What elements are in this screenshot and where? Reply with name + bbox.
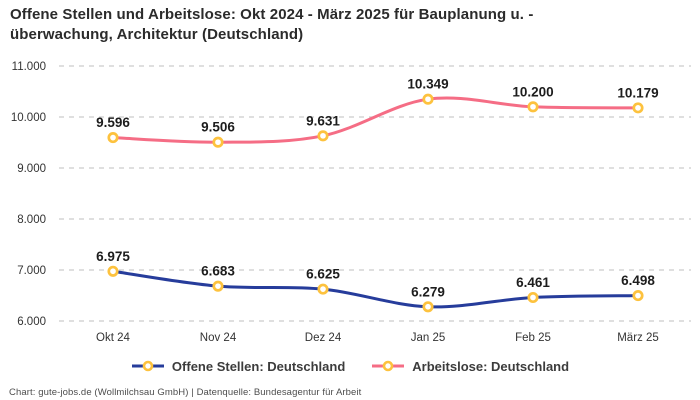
data-point-label: 10.200: [512, 84, 553, 99]
attribution-footer: Chart: gute-jobs.de (Wollmilchsau GmbH) …: [9, 387, 362, 398]
y-tick-label: 11.000: [12, 61, 46, 73]
series-line: [111, 269, 640, 309]
x-tick-label: Jan 25: [411, 332, 446, 344]
series-offene-stellen: 6.975 6.683 6.625 6.279 6.461 6.498: [96, 249, 655, 313]
data-point-marker[interactable]: [317, 283, 329, 295]
data-point-marker[interactable]: [107, 132, 119, 144]
data-point-marker[interactable]: [422, 93, 434, 105]
data-point-label: 10.349: [407, 77, 448, 92]
chart-title-line-1: Offene Stellen und Arbeitslose: Okt 2024…: [10, 6, 534, 23]
data-point-marker[interactable]: [422, 301, 434, 313]
y-axis-grid: 6.000 7.000 8.000 9.000 10.000 11.000: [11, 61, 691, 328]
y-tick-label: 8.000: [17, 214, 46, 226]
data-point-label: 9.506: [201, 120, 235, 135]
data-point-marker[interactable]: [632, 102, 644, 114]
x-axis-labels: Okt 24 Nov 24 Dez 24 Jan 25 Feb 25 März 25: [96, 332, 659, 344]
data-point-marker[interactable]: [317, 130, 329, 142]
data-point-label: 6.625: [306, 267, 340, 282]
x-tick-label: Dez 24: [305, 332, 342, 344]
legend-label-offene-stellen: Offene Stellen: Deutschland: [171, 358, 346, 374]
data-point-marker[interactable]: [212, 136, 224, 148]
x-tick-label: Feb 25: [515, 332, 551, 344]
line-chart-plot: 6.000 7.000 8.000 9.000 10.000 11.000 Okt 24 No…: [11, 61, 691, 344]
data-point-marker[interactable]: [212, 280, 224, 292]
series-arbeitslose: 9.596 9.506 9.631 10.349 10.200 10.179: [96, 77, 659, 148]
legend-label-arbeitslose: Arbeitslose: Deutschland: [412, 358, 570, 374]
data-point-marker[interactable]: [632, 290, 644, 302]
line-with-marker-icon: [372, 360, 405, 372]
y-tick-label: 10.000: [11, 112, 46, 124]
data-point-label: 9.596: [96, 115, 130, 130]
data-point-label: 6.498: [621, 273, 655, 288]
y-tick-label: 7.000: [17, 265, 46, 277]
legend-item-offene-stellen[interactable]: Offene Stellen: Deutschland: [131, 359, 345, 374]
x-tick-label: Okt 24: [96, 332, 130, 344]
data-point-label: 9.631: [306, 113, 340, 128]
data-point-marker[interactable]: [107, 265, 119, 277]
y-tick-label: 9.000: [17, 163, 46, 175]
chart-legend: Offene Stellen: Deutschland Arbeitslose:…: [0, 357, 700, 375]
y-tick-label: 6.000: [17, 316, 46, 328]
chart-title-line-2: überwachung, Architektur (Deutschland): [10, 26, 304, 43]
data-point-label: 6.279: [411, 284, 445, 299]
x-tick-label: Nov 24: [200, 332, 237, 344]
data-point-label: 6.683: [201, 264, 235, 279]
data-point-marker[interactable]: [527, 291, 539, 304]
x-tick-label: März 25: [617, 332, 659, 344]
series-line: [111, 96, 640, 144]
line-with-marker-icon: [131, 360, 164, 372]
legend-item-arbeitslose[interactable]: Arbeitslose: Deutschland: [371, 359, 569, 374]
data-point-label: 6.461: [516, 275, 550, 290]
data-point-label: 10.179: [617, 85, 658, 100]
chart-title: Offene Stellen und Arbeitslose: Okt 2024…: [10, 5, 670, 45]
data-point-label: 6.975: [96, 249, 130, 264]
data-point-marker[interactable]: [527, 101, 539, 113]
